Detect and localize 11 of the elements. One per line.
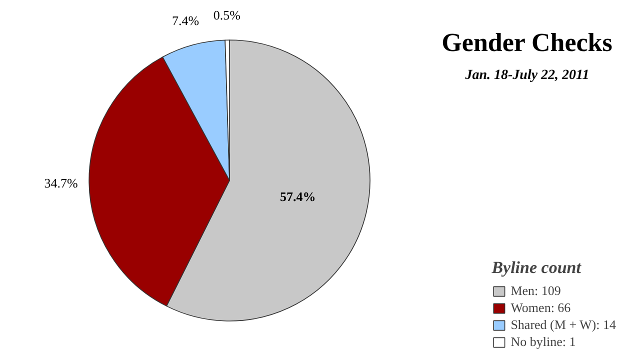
data-label: 7.4% xyxy=(172,13,200,28)
legend-label: No byline: 1 xyxy=(510,334,576,350)
data-label: 0.5% xyxy=(213,7,241,22)
legend-label: Shared (M + W): 14 xyxy=(510,317,616,333)
legend-label: Men: 109 xyxy=(510,283,561,299)
text: Jan. 18-July 22, 2011 xyxy=(464,68,590,83)
data-label: 34.7% xyxy=(44,176,78,191)
data-label: 57.4% xyxy=(280,188,316,204)
text: Gender Checks xyxy=(442,28,612,57)
legend-title: Byline count xyxy=(492,258,582,278)
legend-label: Women: 66 xyxy=(510,300,571,316)
